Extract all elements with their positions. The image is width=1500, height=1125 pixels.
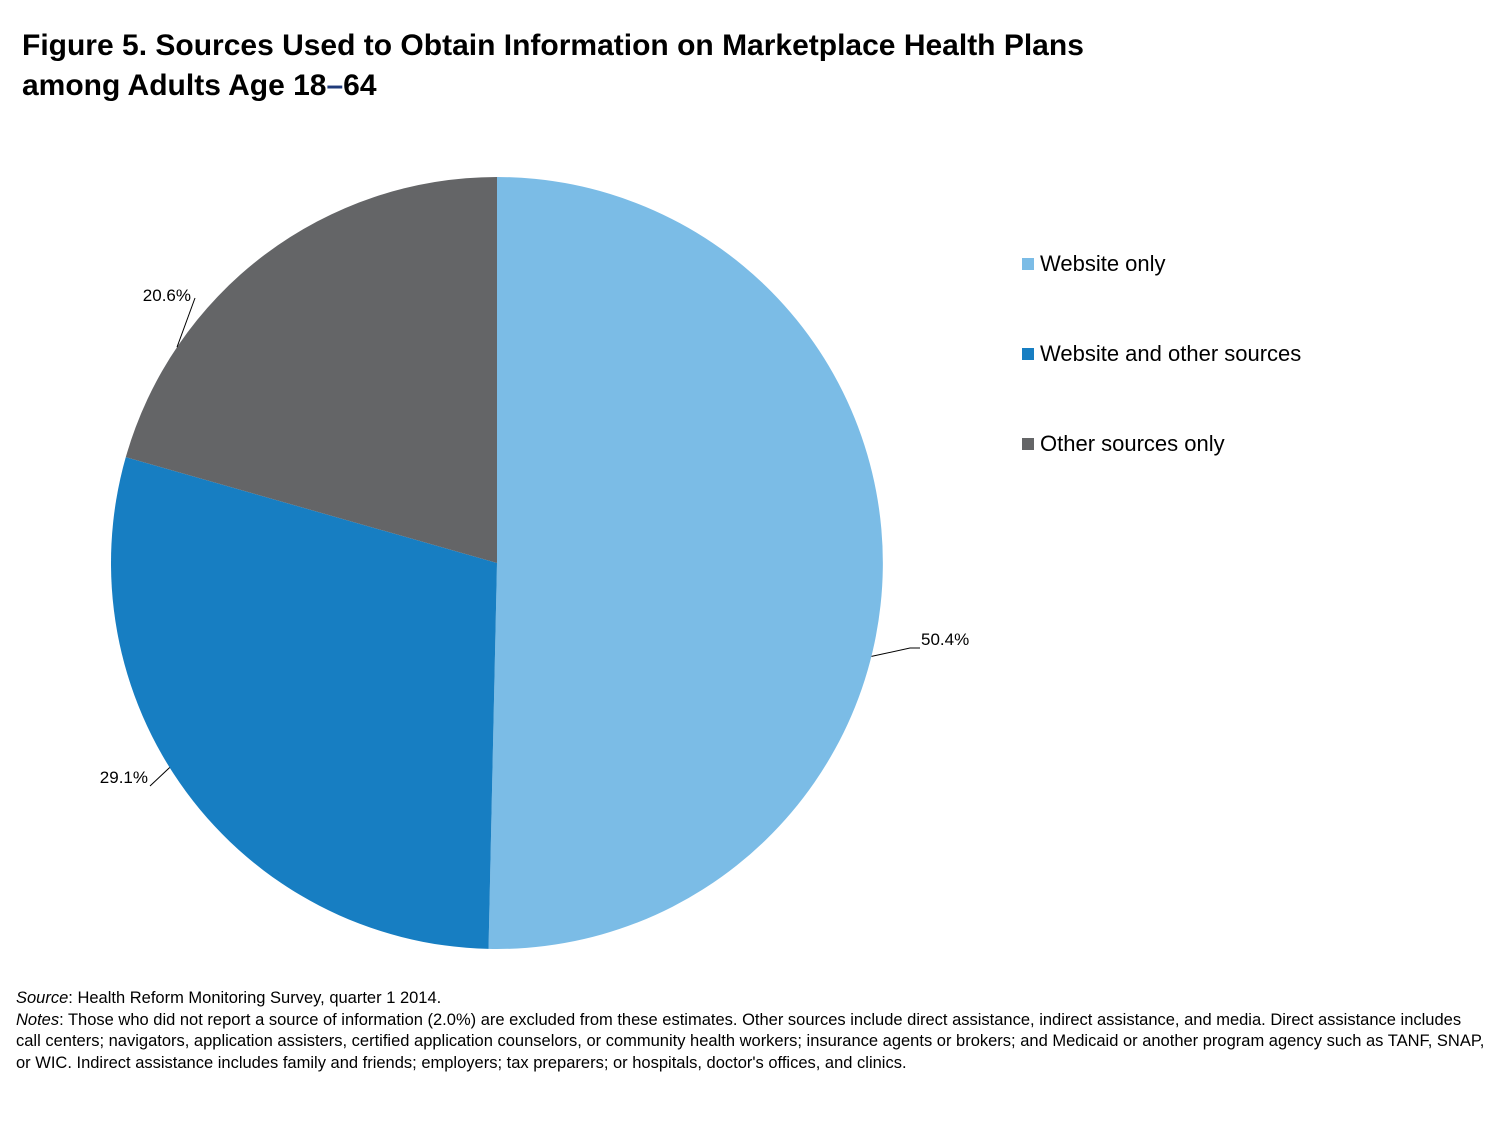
legend-item-website-only: Website only — [1022, 248, 1482, 280]
chart-title: Figure 5. Sources Used to Obtain Informa… — [22, 26, 1422, 106]
pie-slices — [110, 177, 883, 950]
legend-label-website-only: Website only — [1040, 251, 1166, 276]
data-label-3: 20.6% — [143, 286, 191, 305]
source-text: : Health Reform Monitoring Survey, quart… — [68, 989, 442, 1007]
footnotes: Source: Health Reform Monitoring Survey,… — [16, 988, 1486, 1074]
pie-data-labels: 50.4% 29.1% 20.6% — [100, 286, 969, 787]
legend-label-other-only: Other sources only — [1040, 431, 1225, 456]
chart-title-line1: Figure 5. Sources Used to Obtain Informa… — [22, 29, 1084, 62]
pie-leader-lines — [149, 297, 920, 787]
chart-title-line2: among Adults Age 18–64 — [22, 66, 1422, 106]
leader-line-2 — [149, 767, 171, 787]
pie-slice-website-only — [488, 177, 883, 950]
notes: Notes: Those who did not report a source… — [16, 1010, 1486, 1075]
legend-label-website-and-other: Website and other sources — [1040, 341, 1302, 366]
legend-item-other-only: Other sources only — [1022, 428, 1482, 460]
notes-label: Notes — [16, 1010, 60, 1029]
source-note: Source: Health Reform Monitoring Survey,… — [16, 988, 1486, 1010]
pie-slice-other-sources-only — [125, 177, 497, 563]
legend-swatch-website-only — [1022, 258, 1034, 270]
chart-title-line2-suffix: 64 — [343, 69, 377, 102]
chart-title-line2-dash: – — [326, 69, 344, 102]
data-label-1: 50.4% — [921, 630, 969, 649]
leader-line-1 — [871, 647, 920, 657]
chart-title-line2-prefix: among Adults Age 18 — [22, 69, 327, 102]
legend-swatch-other-only — [1022, 438, 1034, 450]
legend-swatch-website-and-other — [1022, 348, 1034, 360]
data-label-2: 29.1% — [100, 768, 148, 787]
leader-line-3 — [176, 297, 196, 348]
legend-item-website-and-other: Website and other sources — [1022, 338, 1482, 370]
pie-slice-website-and-other-sources — [110, 457, 497, 949]
source-label: Source — [16, 989, 69, 1007]
notes-text: : Those who did not report a source of i… — [16, 1010, 1485, 1072]
chart-legend: Website only Website and other sources O… — [1022, 248, 1482, 518]
